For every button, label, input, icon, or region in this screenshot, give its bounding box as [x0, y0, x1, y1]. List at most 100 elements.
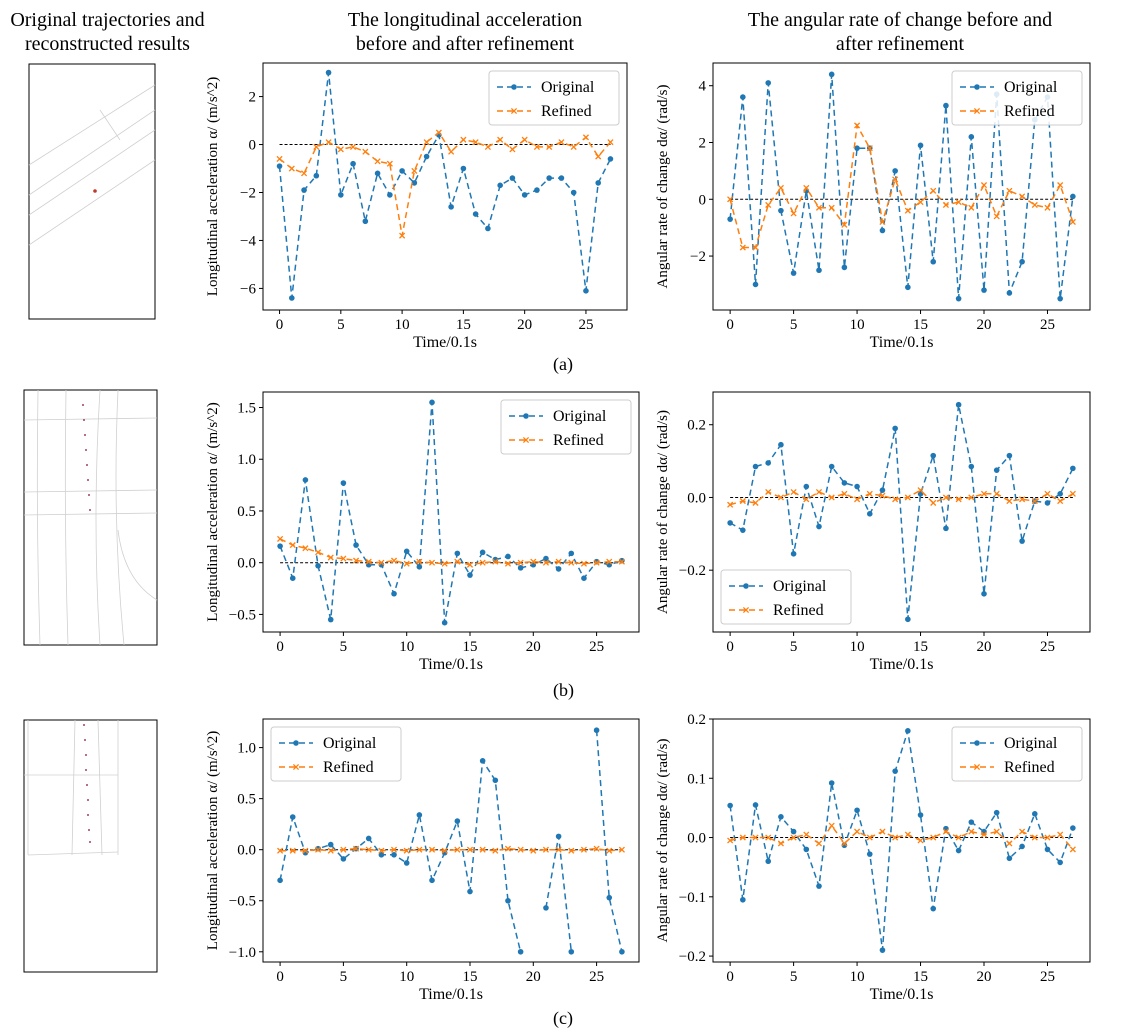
data-point — [521, 192, 528, 198]
y-tick-label: 0.0 — [237, 556, 256, 572]
data-point — [289, 542, 296, 549]
data-point — [403, 860, 410, 866]
data-point — [441, 847, 448, 854]
legend: Original Refined — [488, 70, 620, 126]
x-tick-label: 20 — [977, 317, 992, 333]
data-point — [277, 847, 284, 854]
data-point — [542, 559, 550, 566]
x-tick-label: 25 — [589, 969, 604, 985]
data-point — [558, 175, 565, 181]
data-point — [1069, 846, 1076, 853]
data-point — [1057, 295, 1063, 302]
data-point — [930, 905, 937, 912]
data-point — [466, 561, 474, 568]
chart-b-acc: 0 5 10 15 20 25 −0.5 0.0 0.5 1.0 1.5 Time/0.1s Longi… — [205, 391, 640, 673]
data-point — [866, 851, 873, 857]
data-point — [765, 834, 772, 841]
data-point — [980, 182, 988, 189]
y-tick-label: 0.1 — [687, 771, 706, 787]
legend-marker — [973, 763, 981, 771]
y-axis-label: Angular rate of change dα/ (rad/s) — [655, 738, 671, 942]
data-point — [803, 831, 810, 838]
data-point — [606, 894, 613, 901]
x-tick-label: 10 — [850, 639, 865, 655]
data-point — [866, 490, 873, 497]
y-tick-label: −1.0 — [229, 945, 256, 961]
data-point — [428, 559, 436, 566]
legend-marker — [973, 107, 981, 115]
y-axis-label: Angular rate of change dα/ (rad/s) — [655, 410, 671, 614]
data-point — [752, 244, 759, 251]
data-point — [428, 846, 436, 853]
data-point — [416, 564, 423, 570]
x-tick-label: 15 — [462, 969, 477, 985]
legend-label: Refined — [553, 432, 604, 449]
trajectory-map-b — [23, 389, 158, 646]
data-point — [484, 143, 491, 150]
x-tick-label: 5 — [790, 639, 798, 655]
x-tick-label: 15 — [913, 639, 928, 655]
data-point — [583, 288, 589, 294]
legend-label: Original — [773, 578, 827, 595]
data-point — [841, 842, 848, 849]
data-point — [841, 221, 848, 228]
data-point — [416, 846, 423, 853]
data-point — [497, 182, 503, 189]
data-point — [362, 148, 369, 155]
data-point — [752, 281, 759, 288]
data-point — [1069, 490, 1076, 497]
y-tick-label: 2 — [699, 135, 707, 151]
data-point — [968, 204, 975, 211]
x-tick-label: 25 — [578, 317, 593, 333]
data-point — [752, 834, 759, 841]
data-point — [778, 441, 784, 448]
x-tick-label: 15 — [913, 317, 928, 333]
series-refined — [727, 487, 1076, 508]
x-tick-label: 5 — [337, 317, 345, 333]
data-point — [315, 562, 321, 569]
data-point — [1031, 498, 1038, 505]
data-point — [411, 180, 418, 186]
data-point — [1019, 843, 1025, 850]
data-point — [854, 483, 860, 490]
series-original — [277, 399, 625, 626]
data-point — [350, 160, 356, 167]
data-point — [568, 847, 575, 854]
data-point — [892, 834, 899, 841]
legend-label: Refined — [1004, 759, 1055, 776]
data-point — [828, 822, 835, 829]
data-point — [530, 847, 537, 854]
legend-label: Refined — [773, 602, 824, 619]
header-angular-rate-line2: after refinement — [835, 33, 965, 55]
data-point — [1006, 498, 1013, 505]
data-point — [777, 494, 784, 501]
data-point — [828, 71, 835, 78]
y-tick-label: −0.1 — [679, 890, 706, 906]
data-point — [866, 145, 873, 152]
data-point — [955, 199, 962, 206]
x-tick-label: 5 — [790, 317, 798, 333]
data-point — [327, 554, 334, 561]
data-point — [816, 883, 822, 889]
data-point — [854, 122, 861, 129]
data-point — [815, 488, 823, 496]
data-point — [790, 488, 797, 496]
data-point — [968, 134, 975, 140]
x-tick-label: 15 — [456, 317, 471, 333]
data-point — [352, 845, 360, 852]
data-point — [429, 399, 435, 406]
data-point — [403, 847, 410, 854]
data-point — [472, 211, 479, 217]
data-point — [416, 812, 423, 818]
data-point — [403, 548, 410, 555]
series-line — [279, 538, 622, 566]
header-trajectories-line1: Original trajectories and — [10, 9, 205, 31]
data-point — [841, 264, 848, 271]
data-point — [905, 616, 911, 623]
y-axis-label: Longitudinal acceleration α/ (m/s^2) — [205, 402, 221, 621]
data-point — [1019, 538, 1025, 544]
y-tick-label: −2 — [690, 249, 706, 265]
data-point — [327, 847, 334, 854]
x-tick-label: 20 — [977, 969, 992, 985]
data-point — [327, 616, 334, 623]
